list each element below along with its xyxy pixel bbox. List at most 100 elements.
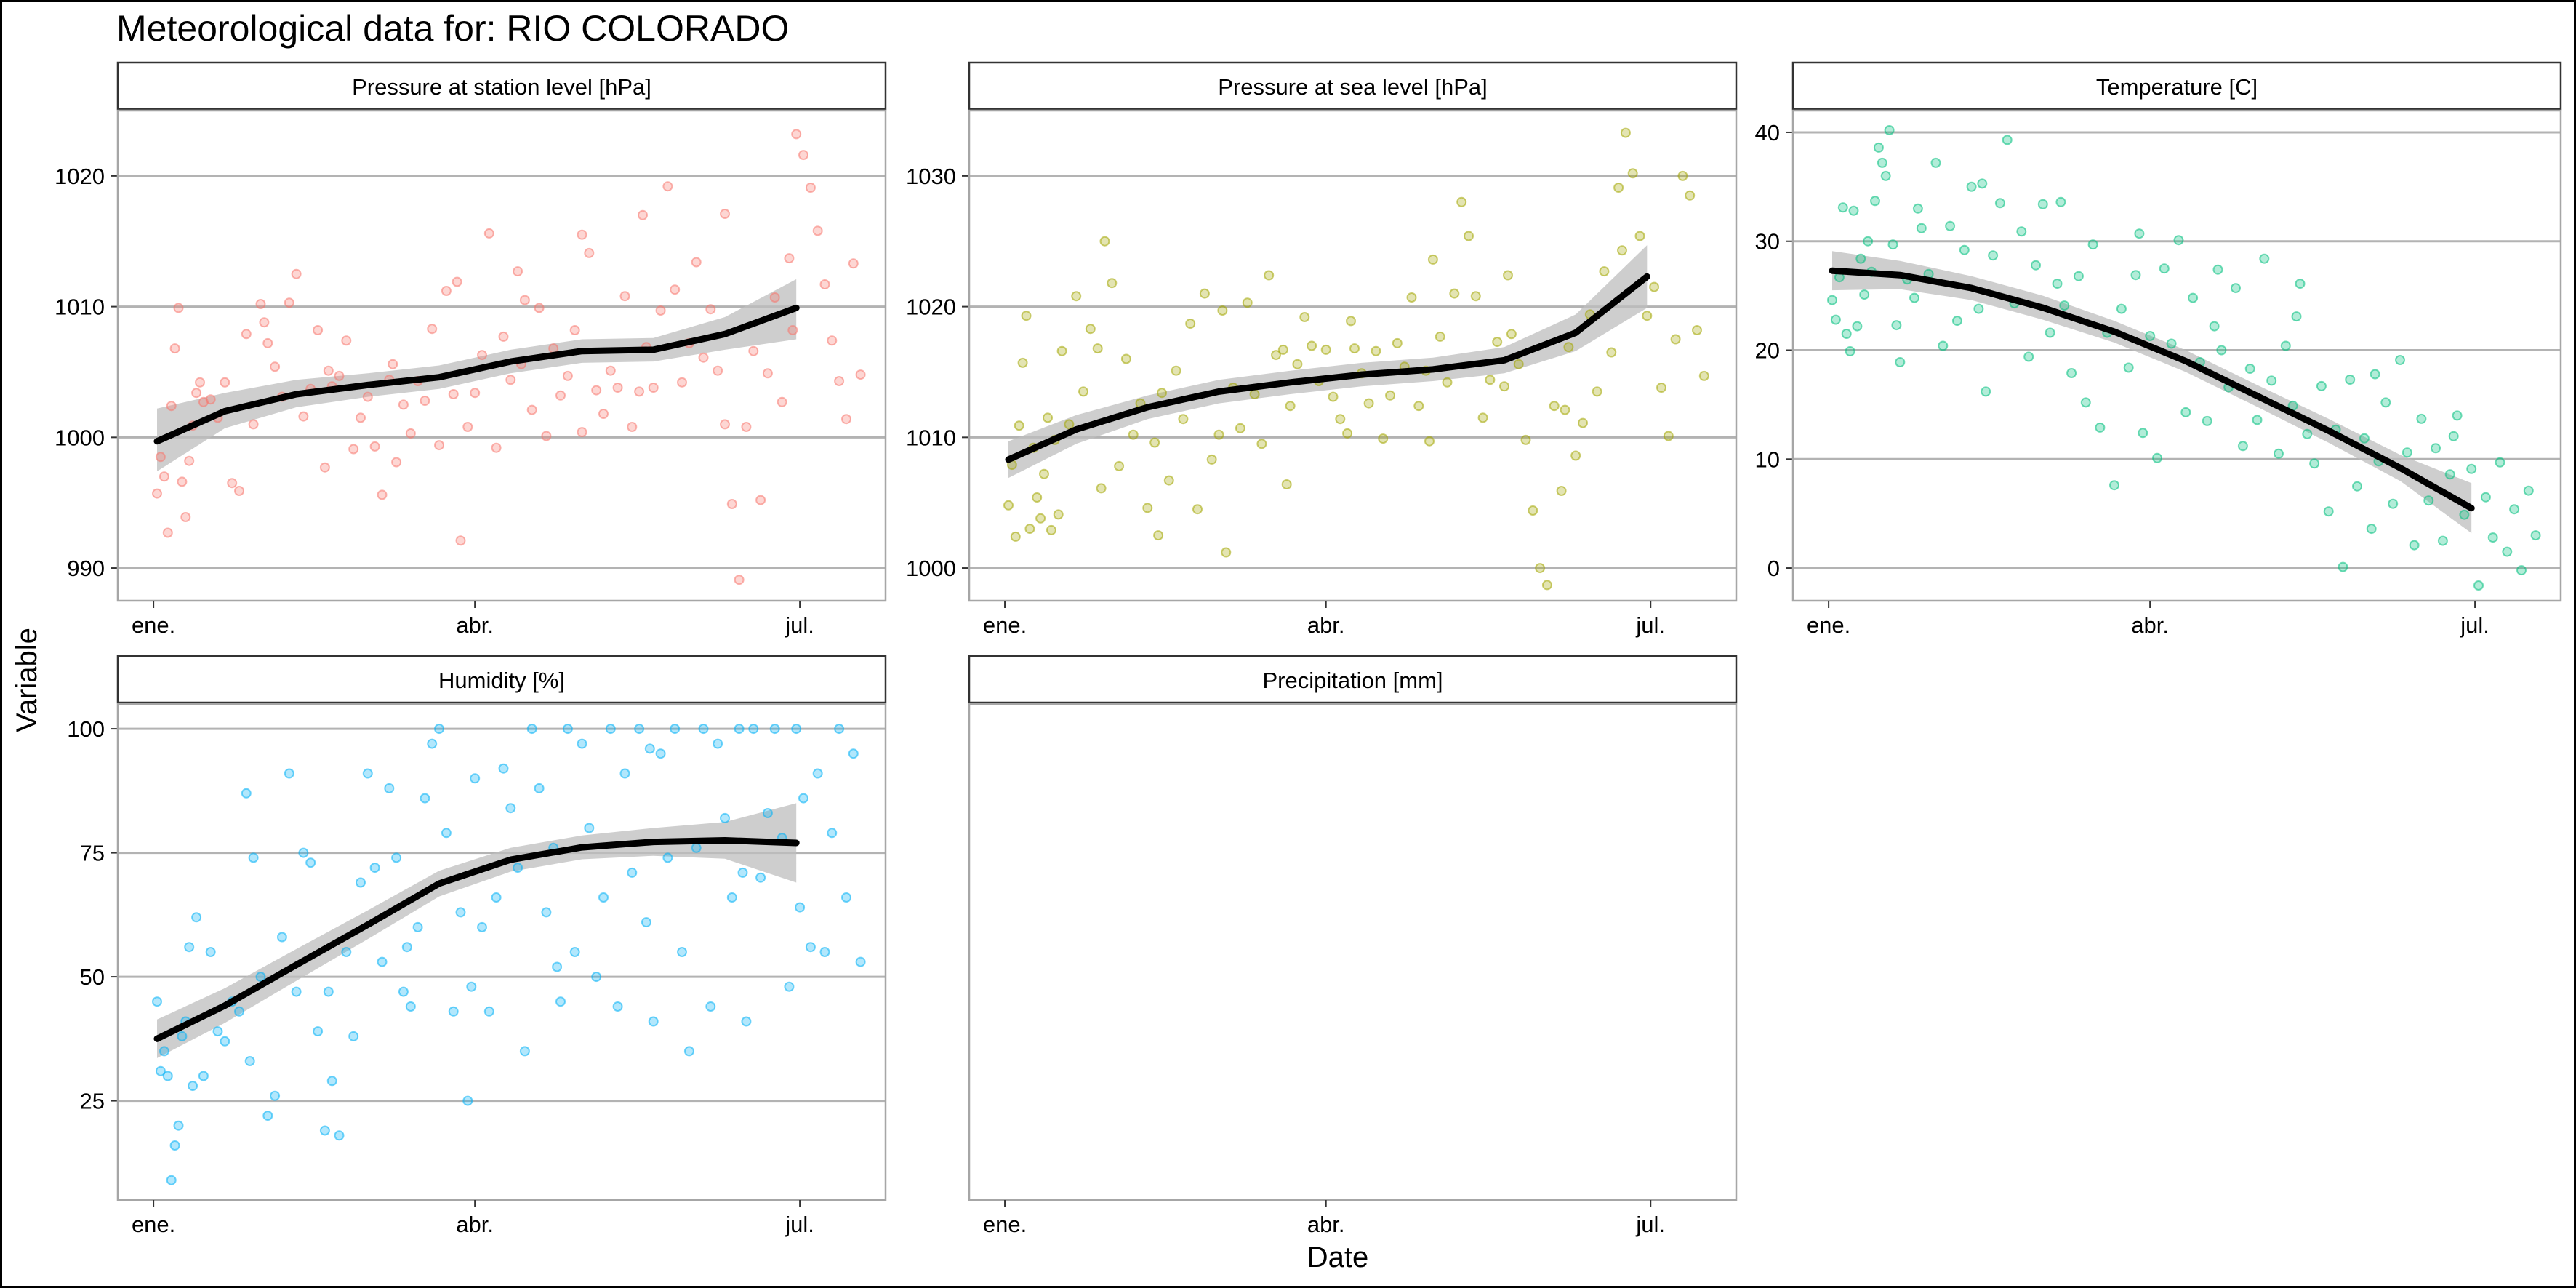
data-point: [819, 947, 830, 957]
data-point: [2466, 463, 2477, 474]
data-point: [634, 724, 645, 735]
data-point: [1185, 319, 1196, 329]
data-point: [2166, 338, 2177, 349]
data-point: [705, 304, 716, 315]
data-point: [180, 512, 191, 522]
data-point: [612, 383, 623, 393]
data-point: [2055, 196, 2066, 207]
data-point: [841, 892, 851, 903]
facet-strip: [968, 61, 1738, 111]
data-point: [1556, 486, 1567, 496]
data-point: [1549, 401, 1560, 412]
data-point: [1256, 439, 1267, 449]
data-point: [1613, 183, 1624, 193]
data-point: [191, 912, 202, 923]
data-point: [1053, 509, 1064, 520]
data-point: [1192, 504, 1203, 515]
data-point: [2523, 485, 2534, 496]
data-point: [169, 1140, 180, 1151]
data-point: [2109, 480, 2119, 491]
smooth-trend-line: [153, 304, 800, 445]
panel-border: [968, 703, 1738, 1201]
y-tick-label: 75: [80, 841, 105, 866]
data-point: [205, 394, 216, 405]
data-point: [391, 457, 402, 468]
data-point: [391, 852, 402, 863]
facet-panel: Temperature [C] 0 10 20 30 40 ene. abr. jul.: [1755, 61, 2562, 638]
y-tick-label: 1020: [55, 164, 105, 189]
data-point: [1056, 345, 1067, 356]
data-point: [1873, 142, 1884, 153]
data-point: [748, 724, 759, 735]
data-point: [762, 808, 773, 818]
data-point: [326, 1076, 337, 1087]
data-point: [173, 1120, 184, 1131]
data-point: [1435, 331, 1445, 342]
y-tick-label: 1000: [906, 556, 956, 581]
data-point: [2338, 561, 2348, 572]
data-point: [1677, 170, 1688, 181]
facet-strip-label: Precipitation [mm]: [1262, 668, 1443, 693]
data-point: [388, 359, 398, 369]
data-point: [162, 527, 173, 538]
data-point: [791, 129, 802, 140]
data-point: [812, 225, 823, 236]
facet-panels: Pressure at station level [hPa]990100010…: [55, 61, 2562, 1237]
data-point: [827, 828, 838, 839]
panel-border: [116, 109, 887, 602]
data-point: [262, 337, 273, 348]
x-tick-label: jul.: [785, 1212, 814, 1237]
data-point: [362, 391, 373, 402]
data-point: [2473, 580, 2484, 591]
data-point: [2295, 279, 2306, 289]
data-point: [627, 867, 638, 878]
y-axis-title: Variable: [11, 628, 43, 732]
data-point: [1620, 127, 1631, 138]
smooth-trend-line: [153, 837, 800, 1042]
data-point: [1406, 292, 1417, 303]
data-point: [2252, 415, 2263, 425]
data-point: [1513, 359, 1524, 369]
data-point: [1830, 314, 1841, 325]
data-point: [1342, 428, 1353, 439]
data-point: [2480, 492, 2491, 503]
y-tick-label: 1010: [55, 295, 105, 320]
data-point: [519, 295, 530, 305]
data-point: [184, 942, 195, 953]
data-point: [2444, 469, 2455, 480]
data-point: [1249, 389, 1260, 399]
data-point: [244, 1056, 255, 1066]
x-tick-label: jul.: [2460, 612, 2489, 638]
data-point: [2323, 506, 2334, 517]
data-point: [584, 823, 595, 833]
data-point: [855, 369, 866, 380]
data-point: [1221, 547, 1232, 558]
data-point: [2309, 458, 2320, 469]
data-point: [1966, 181, 1977, 192]
data-point: [1560, 404, 1570, 415]
data-point: [805, 942, 816, 953]
data-point: [1178, 414, 1189, 425]
data-point: [1149, 437, 1160, 448]
data-point: [2380, 397, 2391, 408]
y-tick-label: 20: [1755, 338, 1780, 364]
data-point: [1649, 281, 1660, 292]
data-point: [713, 365, 723, 376]
data-point: [173, 303, 184, 313]
data-point: [270, 1090, 281, 1101]
data-point: [798, 793, 808, 804]
data-point: [1392, 337, 1403, 348]
data-point: [2452, 410, 2463, 421]
data-point: [541, 431, 552, 441]
data-point: [591, 972, 602, 983]
x-tick-label: ene.: [1807, 612, 1850, 638]
data-point: [1891, 320, 1902, 331]
data-point: [691, 842, 702, 853]
data-point: [1863, 236, 1874, 247]
data-point: [2073, 271, 2084, 281]
data-point: [1617, 245, 1627, 256]
data-point: [848, 748, 859, 759]
x-axis-title: Date: [1307, 1241, 1369, 1273]
data-point: [526, 404, 537, 415]
data-point: [2495, 457, 2505, 468]
